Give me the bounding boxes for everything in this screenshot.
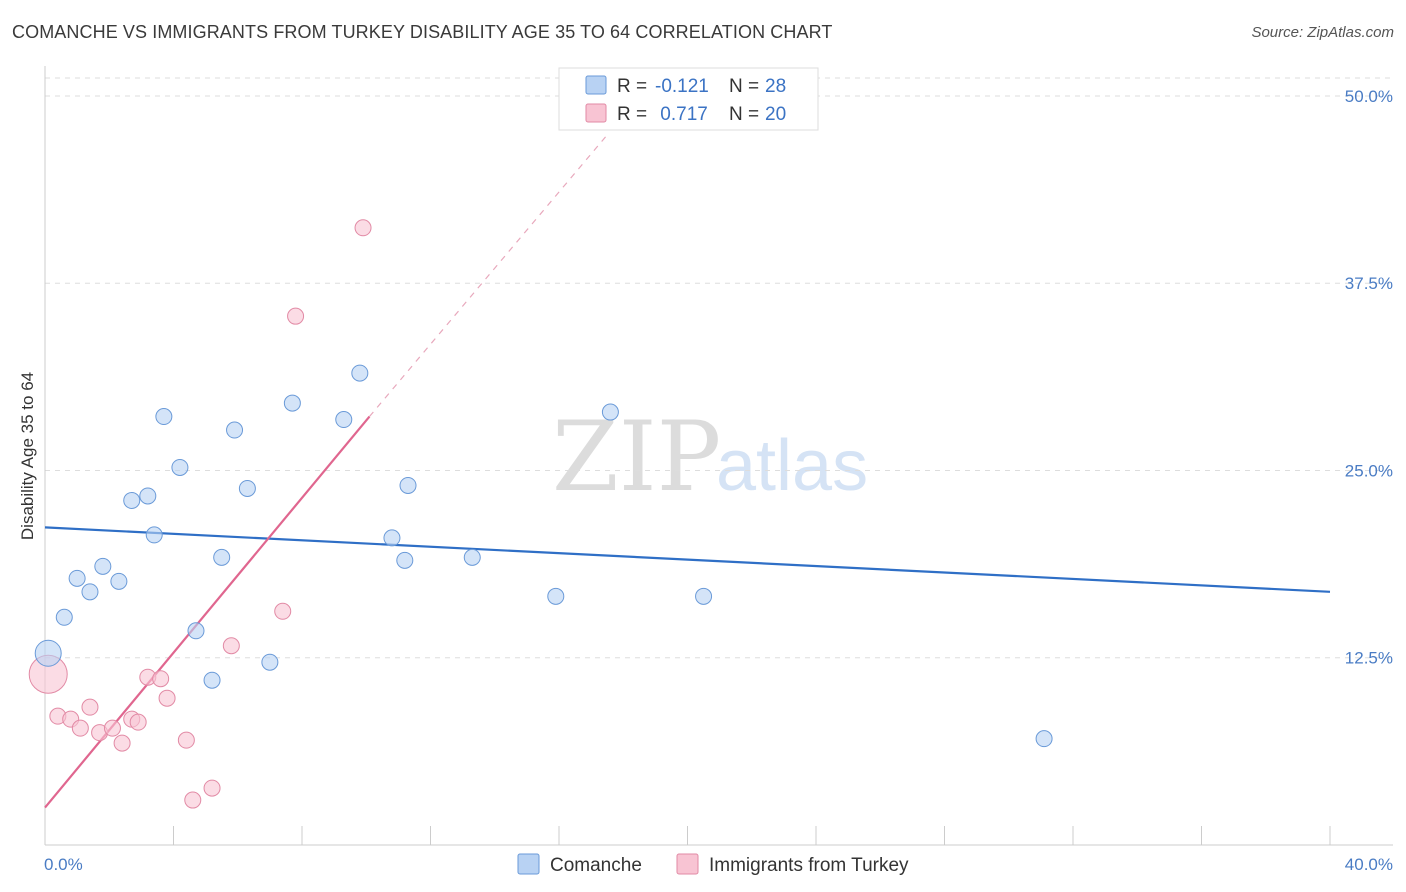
series-legend: Comanche Immigrants from Turkey	[517, 853, 909, 876]
point-comanche	[547, 587, 565, 605]
point-turkey	[103, 719, 121, 737]
bottom-legend-swatch-comanche	[517, 853, 540, 875]
point-comanche	[68, 569, 86, 587]
tick-labels: 12.5% 25.0% 37.5% 50.0% 0.0% 40.0%	[44, 87, 1393, 874]
point-comanche	[399, 476, 417, 494]
point-comanche	[335, 411, 353, 429]
legend-r-label: R =	[617, 76, 647, 97]
point-comanche	[226, 421, 244, 439]
point-comanche	[81, 583, 99, 601]
point-turkey	[71, 719, 89, 737]
legend-swatch-turkey	[585, 103, 607, 123]
point-comanche	[34, 639, 62, 667]
point-comanche	[261, 653, 279, 671]
point-turkey	[274, 602, 292, 620]
correlation-legend: R = -0.121 N = 28 R = 0.717 N = 20	[558, 67, 819, 131]
point-turkey	[81, 698, 99, 716]
legend-swatch-comanche	[585, 75, 607, 95]
trend-line-turkey-extension	[369, 134, 608, 417]
point-comanche	[695, 587, 713, 605]
bottom-legend-swatch-turkey	[676, 853, 699, 875]
point-turkey	[158, 689, 176, 707]
point-comanche	[1035, 730, 1053, 748]
trend-line-turkey	[44, 415, 371, 809]
legend-n-value: 28	[765, 76, 786, 97]
trend-lines	[44, 134, 1331, 809]
source-credit: Source: ZipAtlas.com	[1251, 24, 1394, 41]
point-comanche	[383, 529, 401, 547]
watermark: ZIP atlas	[552, 401, 868, 513]
point-turkey	[177, 731, 195, 749]
point-comanche	[601, 403, 619, 421]
point-turkey	[113, 734, 131, 752]
y-axis-label: Disability Age 35 to 64	[18, 372, 37, 540]
bottom-legend-label-turkey: Immigrants from Turkey	[709, 855, 909, 876]
legend-n-value: 20	[765, 104, 786, 125]
point-comanche	[283, 394, 301, 412]
chart-title: COMANCHE VS IMMIGRANTS FROM TURKEY DISAB…	[12, 22, 833, 42]
point-comanche	[110, 572, 128, 590]
grid-lines	[45, 77, 1393, 659]
watermark-atlas: atlas	[716, 426, 868, 506]
point-comanche	[187, 622, 205, 640]
point-comanche	[213, 548, 231, 566]
axes	[44, 66, 1393, 846]
point-comanche	[463, 548, 481, 566]
point-turkey	[222, 637, 240, 655]
data-points	[28, 219, 1053, 809]
point-turkey	[203, 779, 221, 797]
point-comanche	[396, 551, 414, 569]
legend-r-value: -0.121	[655, 76, 709, 97]
trend-line-comanche	[44, 526, 1331, 593]
point-turkey	[354, 219, 372, 237]
point-comanche	[55, 608, 73, 626]
point-turkey	[184, 791, 202, 809]
y-tick-label: 37.5%	[1345, 274, 1393, 293]
point-comanche	[238, 479, 256, 497]
point-comanche	[155, 408, 173, 426]
point-comanche	[203, 671, 221, 689]
y-tick-label: 25.0%	[1345, 461, 1393, 480]
x-tick-label: 0.0%	[44, 855, 83, 874]
x-tick-label: 40.0%	[1345, 855, 1393, 874]
point-comanche	[145, 526, 163, 544]
point-comanche	[94, 557, 112, 575]
point-comanche	[123, 491, 141, 509]
legend-r-value: 0.717	[655, 104, 708, 125]
legend-n-label: N =	[729, 104, 759, 125]
bottom-legend-label-comanche: Comanche	[550, 855, 642, 876]
point-comanche	[139, 487, 157, 505]
point-turkey	[152, 670, 170, 688]
point-turkey	[287, 307, 305, 325]
point-comanche	[351, 364, 369, 382]
point-turkey	[129, 713, 147, 731]
y-tick-label: 50.0%	[1345, 87, 1393, 106]
legend-r-label: R =	[617, 104, 647, 125]
watermark-zip: ZIP	[552, 401, 721, 513]
y-tick-label: 12.5%	[1345, 649, 1393, 668]
point-comanche	[171, 458, 189, 476]
legend-n-label: N =	[729, 76, 759, 97]
